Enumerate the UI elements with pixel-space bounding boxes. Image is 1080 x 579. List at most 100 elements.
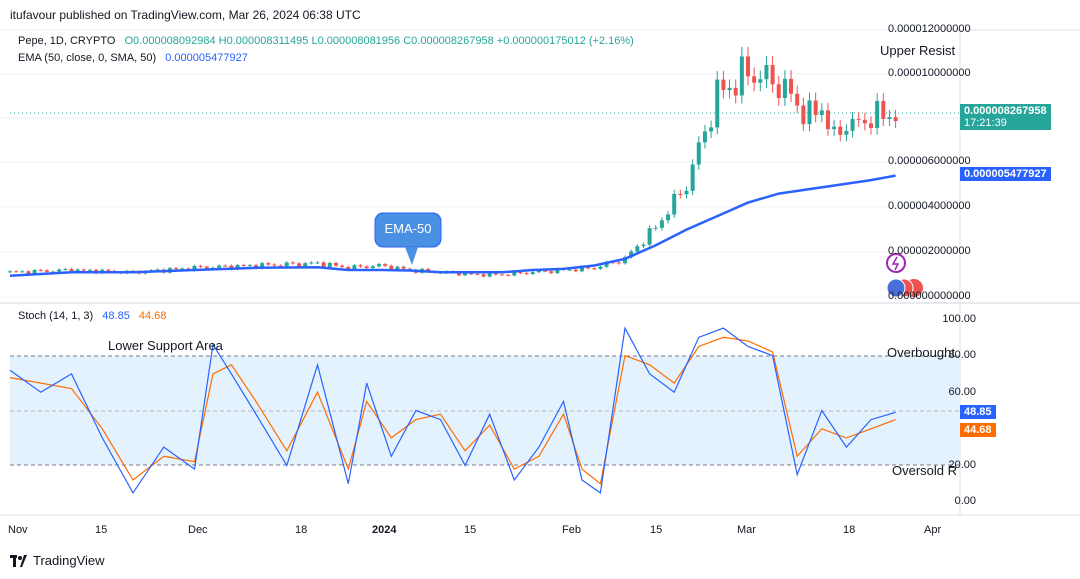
legend-ema-row[interactable]: EMA (50, close, 0, SMA, 50) 0.0000054779… (18, 52, 248, 64)
legend-stoch-k: 48.85 (102, 310, 130, 322)
candle-body (44, 270, 49, 272)
candle-body (776, 84, 781, 99)
stoch-tick: 80.00 (948, 349, 976, 361)
candle-body (321, 262, 326, 268)
candle-body (475, 273, 480, 275)
candle-body (315, 262, 320, 264)
candle-body (26, 271, 31, 274)
x-tick: Nov (8, 524, 28, 536)
candle-body (789, 78, 794, 94)
ema-price-tag: 0.000005477927 (960, 167, 1051, 181)
x-tick: 2024 (372, 524, 397, 536)
candle-body (352, 265, 357, 270)
candle-body (63, 269, 68, 271)
currency-icons[interactable] (886, 253, 923, 298)
candle-body (278, 265, 283, 267)
candle-body (623, 257, 627, 264)
candle-body (235, 264, 240, 270)
candle-body (180, 268, 185, 270)
x-tick: Feb (562, 524, 581, 536)
candle-body (819, 110, 824, 115)
candle-body (549, 271, 554, 274)
legend-stoch-row[interactable]: Stoch (14, 1, 3) 48.85 44.68 (18, 310, 166, 322)
candle-body (875, 100, 880, 128)
candle-body (838, 126, 843, 135)
candle-body (690, 164, 695, 191)
candle-body (758, 79, 763, 83)
candle-body (469, 273, 474, 275)
candle-body (746, 56, 750, 77)
candle-body (869, 123, 873, 128)
candle-body (456, 272, 461, 276)
upper-resist-label: Upper Resist (880, 43, 956, 58)
oversold-label: Oversold R (892, 463, 958, 478)
candle-body (217, 265, 222, 268)
candle-body (696, 142, 701, 165)
price-tick: 0.000004000000 (888, 200, 971, 212)
candle-body (721, 79, 726, 91)
x-tick: 15 (464, 524, 477, 536)
candle-body (635, 246, 640, 252)
candle-body (272, 264, 277, 266)
stoch-k-line (9, 326, 896, 495)
lower-support-label: Lower Support Area (108, 338, 223, 353)
legend-stoch-d: 44.68 (138, 310, 167, 322)
candle-body (579, 266, 584, 272)
candle-body (14, 271, 19, 273)
candle-body (647, 228, 652, 245)
candle-body (825, 110, 830, 130)
legend-stoch-label: Stoch (14, 1, 3) (18, 310, 94, 322)
candle-body (192, 265, 197, 271)
candle-body (887, 117, 892, 119)
ema-callout (374, 212, 442, 265)
last-price-value: 0.000008267958 (964, 105, 1047, 117)
candle-body (850, 118, 855, 131)
candle-body (653, 227, 658, 229)
candle-body (684, 190, 689, 195)
candle-body (659, 220, 664, 228)
candle-body (383, 264, 388, 266)
candle-body (340, 265, 345, 267)
legend-symbol-row[interactable]: Pepe, 1D, CRYPTO O0.000008092984 H0.0000… (18, 35, 634, 47)
candle-body (801, 105, 806, 125)
candle-body (616, 262, 621, 264)
last-price-tag: 0.000008267958 17:21:39 (960, 104, 1051, 130)
candle-body (592, 268, 597, 270)
candle-body (629, 251, 634, 258)
overbought-label: Overbought (887, 345, 955, 360)
candle-body (709, 127, 714, 132)
candle-body (247, 265, 252, 267)
candle-body (57, 269, 62, 272)
candle-body (782, 78, 787, 99)
candle-body (702, 131, 707, 143)
price-tick: 0.000006000000 (888, 155, 971, 167)
candle-body (81, 269, 86, 271)
legend-ema-value: 0.000005477927 (165, 52, 248, 64)
candle-body (284, 262, 289, 267)
candle-body (20, 271, 25, 273)
tradingview-brand[interactable]: TradingView (10, 553, 105, 568)
price-tick: 0.000012000000 (888, 23, 971, 35)
candle-body (530, 272, 535, 275)
stoch-d-tag: 44.68 (960, 423, 996, 437)
x-tick: 15 (650, 524, 663, 536)
candle-body (303, 263, 308, 267)
candle-body (401, 266, 406, 269)
candle-body (389, 265, 394, 270)
x-tick: Apr (924, 524, 942, 536)
candle-body (524, 273, 529, 275)
candle-body (463, 273, 468, 276)
candle-body (155, 269, 160, 271)
candle-body (715, 79, 720, 128)
candle-body (32, 270, 37, 274)
candle-body (770, 65, 775, 85)
candle-body (69, 269, 74, 273)
candle-body (739, 56, 744, 96)
price-tick: 0.000002000000 (888, 245, 971, 257)
candle-body (370, 266, 375, 269)
tradingview-brand-label: TradingView (33, 553, 105, 568)
candle-body (752, 76, 757, 83)
candle-body (506, 274, 511, 276)
candle-body (493, 272, 498, 275)
